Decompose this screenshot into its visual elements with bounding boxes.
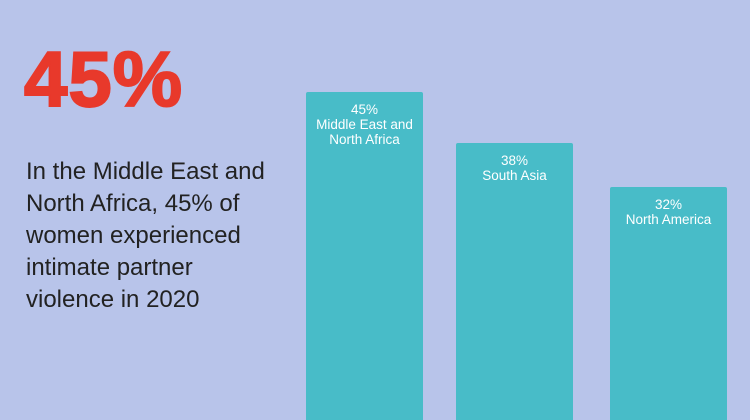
category-label: South Asia xyxy=(482,168,547,184)
bar-label: 38% South Asia xyxy=(456,153,573,183)
category-label: North America xyxy=(625,211,712,227)
category-label: Middle East and North Africa xyxy=(316,117,413,147)
bar xyxy=(306,92,423,420)
value-label: 38% xyxy=(500,153,529,169)
description-line: intimate partner xyxy=(26,254,193,281)
value-label: 45% xyxy=(350,102,379,117)
description: In the Middle East and North Africa, 45% … xyxy=(26,156,265,316)
description-line: North Africa, 45% of xyxy=(26,190,240,217)
bar-label: 32% North America xyxy=(610,197,727,227)
description-line: women experienced xyxy=(26,222,241,249)
bar xyxy=(610,186,727,420)
value-label: 32% xyxy=(654,196,683,212)
description-line: violence in 2020 xyxy=(26,286,200,313)
headline: 45% xyxy=(23,35,184,123)
bar xyxy=(456,143,573,420)
bar-label: 45% Middle East and North Africa xyxy=(306,102,423,147)
description-line: In the Middle East and xyxy=(26,158,265,185)
